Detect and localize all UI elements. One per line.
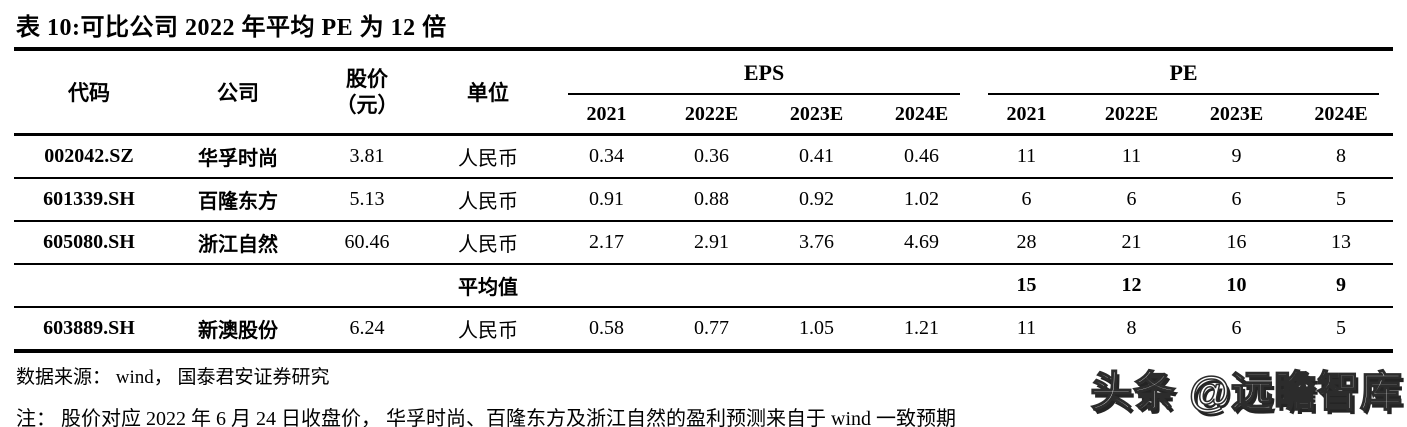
cell-pe-2024e: 13 <box>1331 231 1352 253</box>
cell-empty <box>554 264 659 307</box>
cell-code: 002042.SZ <box>44 145 134 167</box>
col-header-price-line1: 股价 <box>346 66 388 91</box>
pe-year-2023e: 2023E <box>1209 102 1264 125</box>
group-header-eps: EPS <box>554 51 974 95</box>
cell-empty <box>164 264 312 307</box>
col-header-price-line2: （元） <box>335 93 399 117</box>
cell-unit: 人民币 <box>458 191 518 213</box>
cell-eps-2023e: 0.41 <box>799 145 834 167</box>
cell-pe-2022e: 21 <box>1121 231 1142 253</box>
cell-pe-2023e: 6 <box>1231 317 1242 339</box>
cell-empty <box>869 264 974 307</box>
table-row-bailong: 601339.SH 百隆东方 5.13 人民币 0.91 0.88 0.92 1… <box>14 178 1393 221</box>
cell-avg-pe-2024e: 9 <box>1336 274 1347 296</box>
cell-pe-2021: 11 <box>1016 317 1037 339</box>
footnote-line: 注： 股价对应 2022 年 6 月 24 日收盘价， 华孚时尚、百隆东方及浙江… <box>16 408 956 427</box>
table-row-xinao: 603889.SH 新澳股份 6.24 人民币 0.58 0.77 1.05 1… <box>14 307 1393 351</box>
cell-unit: 人民币 <box>458 234 518 256</box>
cell-average-label: 平均值 <box>458 277 518 299</box>
cell-pe-2024e: 5 <box>1336 188 1347 210</box>
cell-company: 华孚时尚 <box>198 148 278 170</box>
cell-company: 新澳股份 <box>198 320 278 342</box>
cell-code: 605080.SH <box>43 231 135 253</box>
cell-eps-2022e: 2.91 <box>694 231 729 253</box>
cell-eps-2024e: 1.02 <box>904 188 940 210</box>
cell-pe-2021: 11 <box>1016 145 1037 167</box>
cell-pe-2022e: 6 <box>1126 188 1137 210</box>
cell-price: 60.46 <box>344 231 390 253</box>
cell-unit: 人民币 <box>458 148 518 170</box>
cell-company: 百隆东方 <box>198 191 278 213</box>
table-row-zhejiang: 605080.SH 浙江自然 60.46 人民币 2.17 2.91 3.76 … <box>14 221 1393 264</box>
cell-eps-2024e: 4.69 <box>904 231 940 253</box>
cell-eps-2023e: 1.05 <box>799 317 834 339</box>
cell-company: 浙江自然 <box>198 234 278 256</box>
cell-avg-pe-2022e: 12 <box>1121 274 1142 296</box>
cell-code: 601339.SH <box>43 188 135 210</box>
cell-unit: 人民币 <box>458 320 518 342</box>
table-header: 代码 公司 股价 （元） 单位 EPS PE 2021 2022E 2023E … <box>14 51 1393 135</box>
col-header-price: 股价 （元） <box>312 51 422 135</box>
cell-eps-2021: 2.17 <box>589 231 624 253</box>
col-header-code: 代码 <box>68 81 110 105</box>
cell-eps-2024e: 1.21 <box>904 317 940 339</box>
table-row-average: 平均值 15 12 10 9 <box>14 264 1393 307</box>
eps-year-2024e: 2024E <box>894 102 949 125</box>
toutiao-watermark: 头条 @远瞻智库 <box>1090 367 1403 416</box>
eps-year-2021: 2021 <box>586 102 627 125</box>
cell-empty <box>764 264 869 307</box>
cell-code: 603889.SH <box>43 317 135 339</box>
cell-eps-2021: 0.58 <box>589 317 624 339</box>
pe-year-2022e: 2022E <box>1104 102 1159 125</box>
cell-pe-2022e: 11 <box>1121 145 1142 167</box>
cell-empty <box>659 264 764 307</box>
pe-year-2024e: 2024E <box>1314 102 1368 125</box>
cell-pe-2021: 6 <box>1021 188 1032 210</box>
cell-pe-2023e: 6 <box>1231 188 1242 210</box>
group-header-pe: PE <box>974 51 1393 95</box>
cell-eps-2022e: 0.88 <box>694 188 729 210</box>
cell-empty <box>312 264 422 307</box>
cell-eps-2023e: 3.76 <box>799 231 834 253</box>
cell-eps-2024e: 0.46 <box>904 145 940 167</box>
table-title: 表 10:可比公司 2022 年平均 PE 为 12 倍 <box>14 0 1393 51</box>
group-header-row: 代码 公司 股价 （元） 单位 EPS PE <box>14 51 1393 117</box>
cell-eps-2022e: 0.77 <box>694 317 729 339</box>
col-header-unit: 单位 <box>467 81 509 105</box>
cell-eps-2022e: 0.36 <box>694 145 729 167</box>
cell-eps-2021: 0.34 <box>589 145 624 167</box>
eps-year-2022e: 2022E <box>684 102 739 125</box>
cell-avg-pe-2023e: 10 <box>1226 274 1247 296</box>
pe-year-2021: 2021 <box>1006 102 1047 125</box>
cell-pe-2021: 28 <box>1016 231 1037 253</box>
year-header-row: 2021 2022E 2023E 2024E 2021 2022E 2023E … <box>14 95 1393 135</box>
cell-price: 3.81 <box>349 145 385 167</box>
cell-pe-2024e: 5 <box>1336 317 1347 339</box>
col-header-company: 公司 <box>217 81 259 105</box>
cell-pe-2022e: 8 <box>1126 317 1137 339</box>
cell-eps-2023e: 0.92 <box>799 188 834 210</box>
cell-pe-2024e: 8 <box>1336 145 1347 167</box>
cell-eps-2021: 0.91 <box>589 188 624 210</box>
eps-year-2023e: 2023E <box>789 102 844 125</box>
cell-pe-2023e: 16 <box>1226 231 1247 253</box>
table-body: 002042.SZ 华孚时尚 3.81 人民币 0.34 0.36 0.41 0… <box>14 135 1393 351</box>
table-row-huafu: 002042.SZ 华孚时尚 3.81 人民币 0.34 0.36 0.41 0… <box>14 135 1393 178</box>
data-source-line: 数据来源： wind， 国泰君安证券研究 <box>16 367 330 388</box>
cell-price: 5.13 <box>349 188 385 210</box>
cell-price: 6.24 <box>349 317 385 339</box>
cell-empty <box>14 264 164 307</box>
cell-avg-pe-2021: 15 <box>1016 274 1037 296</box>
cell-pe-2023e: 9 <box>1231 145 1242 167</box>
comparable-companies-table: 代码 公司 股价 （元） 单位 EPS PE 2021 2022E 2023E … <box>14 51 1393 353</box>
